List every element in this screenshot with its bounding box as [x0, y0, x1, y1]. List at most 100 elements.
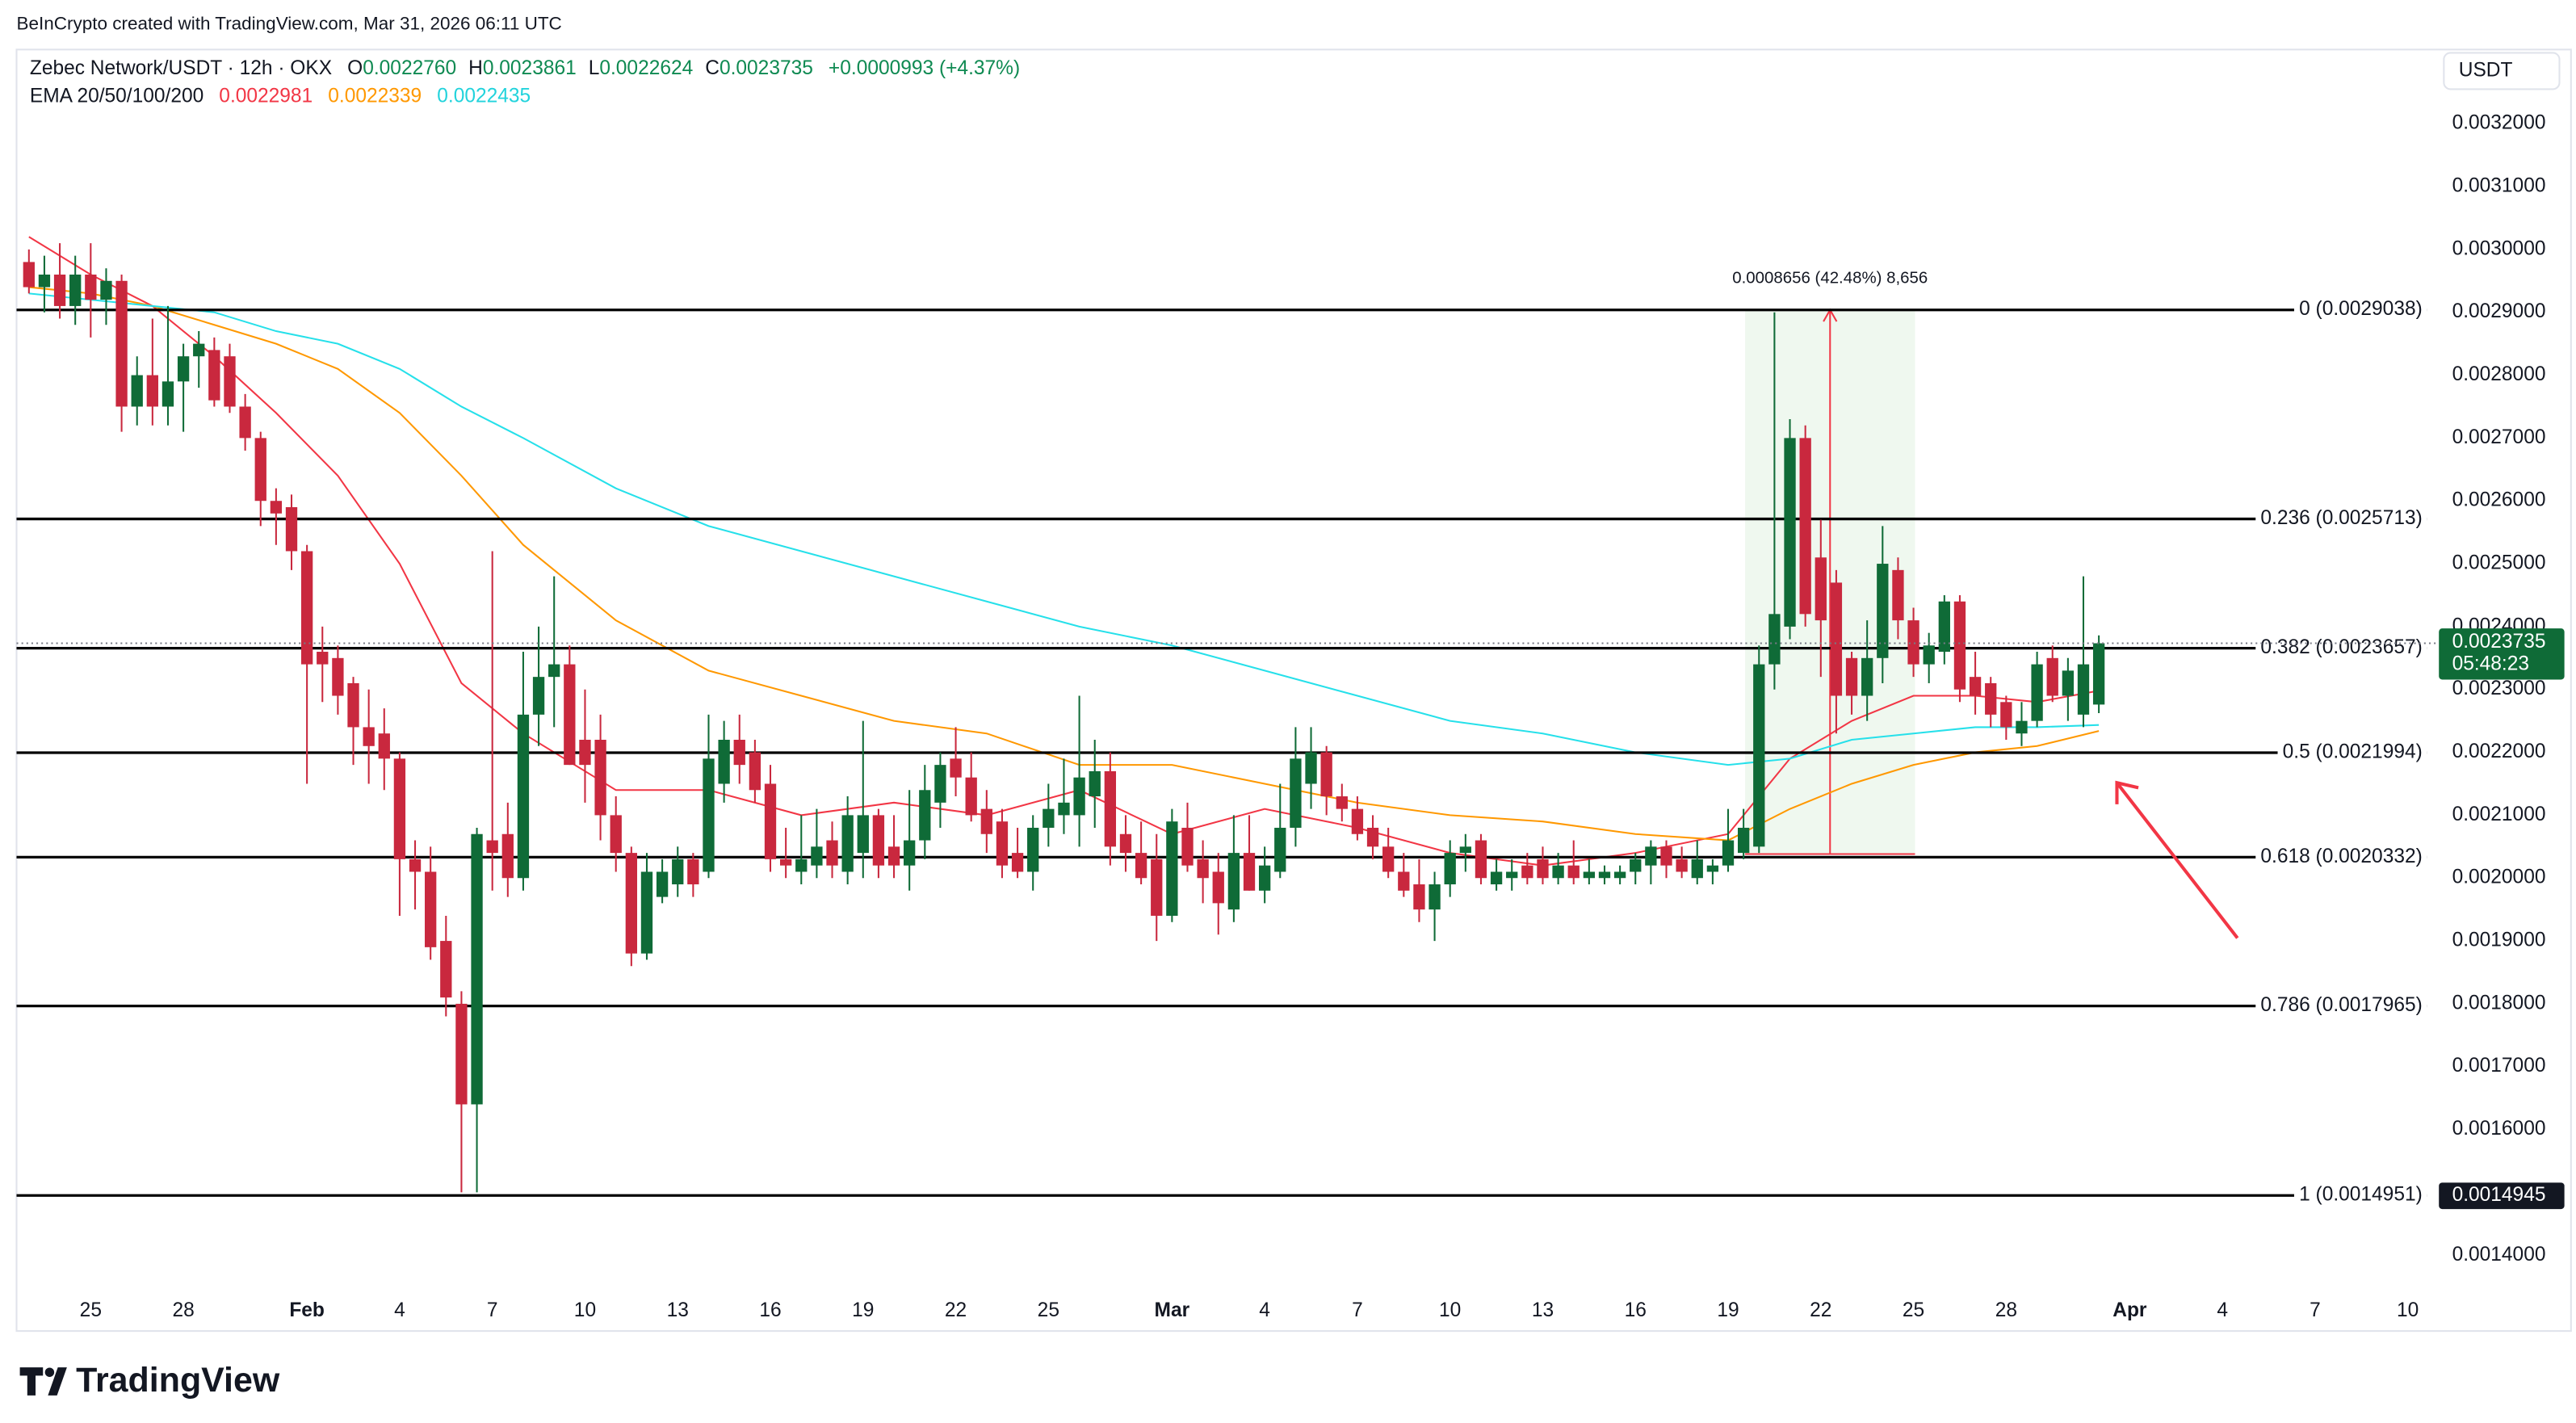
x-tick-label: 4	[2217, 1299, 2228, 1321]
candle-body	[1676, 858, 1688, 872]
candle-body	[1969, 677, 1982, 696]
x-tick-label: 10	[574, 1299, 596, 1321]
candle-body	[347, 682, 359, 728]
arrow-shaft	[2115, 781, 2239, 939]
candle-body	[687, 858, 699, 885]
candle-body	[131, 375, 143, 407]
candle-body	[1892, 569, 1904, 621]
candle-body	[69, 275, 82, 306]
x-tick-label: 13	[1532, 1299, 1554, 1321]
candle-body	[950, 758, 962, 778]
x-tick-label: 16	[759, 1299, 781, 1321]
candle-body	[795, 858, 808, 872]
candle-body	[193, 343, 205, 357]
candle-body	[1691, 858, 1703, 879]
last-price-tag	[2439, 628, 2565, 680]
candle-body	[1583, 871, 1596, 879]
candle-body	[594, 739, 606, 816]
candle-body	[1630, 858, 1642, 872]
candle-body	[85, 275, 97, 300]
candle-body	[1274, 827, 1286, 872]
y-tick-label: 0.0021000	[2452, 804, 2546, 825]
candle-body	[1398, 871, 1410, 891]
candle-body	[501, 833, 514, 879]
candle-body	[1938, 601, 1950, 653]
brand-logo: TradingView	[19, 1361, 280, 1400]
candle-body	[393, 758, 406, 859]
x-tick-label: 25	[80, 1299, 102, 1321]
ohlc-label: H	[468, 57, 483, 79]
arrow-annotation	[2115, 780, 2239, 939]
candle-body	[1243, 853, 1256, 891]
candle-body	[1521, 865, 1533, 879]
candle-body	[1722, 840, 1735, 866]
currency[interactable]: USDT	[2459, 59, 2513, 81]
candle-body	[363, 727, 375, 746]
candle-body	[378, 733, 390, 759]
ohlc-label: C	[705, 57, 720, 79]
ohlc-label: O	[347, 57, 363, 79]
candle-body	[749, 752, 761, 791]
candle-body	[1197, 858, 1209, 879]
x-tick-label: 10	[1439, 1299, 1461, 1321]
candle-body	[2000, 702, 2012, 728]
y-tick-label: 0.0031000	[2452, 175, 2546, 197]
logo-mark	[19, 1367, 44, 1396]
candle-body	[177, 356, 190, 382]
x-tick-label: 16	[1625, 1299, 1647, 1321]
candle-body	[2046, 657, 2058, 696]
ema-line	[28, 292, 2100, 766]
ema-line	[28, 236, 2100, 867]
candle-body	[1320, 752, 1332, 797]
ema-line	[28, 286, 2100, 842]
fib-label-bg	[2255, 845, 2427, 867]
x-tick-label: Mar	[1155, 1299, 1190, 1321]
candle-body	[532, 677, 545, 715]
fib-label: 0 (0.0029038)	[2299, 298, 2423, 320]
y-tick-label: 0.0023000	[2452, 678, 2546, 699]
y-tick-label: 0.0028000	[2452, 363, 2546, 385]
candle-body	[1119, 833, 1132, 854]
y-tick-label: 0.0029000	[2452, 300, 2546, 322]
candle-body	[1058, 802, 1070, 816]
candle-body	[1923, 645, 1935, 665]
candle-body	[38, 275, 51, 288]
candle-body	[733, 739, 745, 766]
candle-body	[23, 262, 35, 288]
x-tick-label: 28	[1995, 1299, 2017, 1321]
legend-line: Zebec Network/USDT · 12h · OKX O0.002276…	[30, 57, 1020, 79]
fib-label-bg	[2277, 741, 2427, 763]
brand: TradingView	[76, 1361, 280, 1400]
y-tick-label: 0.0030000	[2452, 237, 2546, 259]
candle-body	[811, 846, 823, 866]
y-tick-label: 0.0018000	[2452, 992, 2546, 1014]
candle-body	[1459, 846, 1471, 854]
candle-body	[471, 833, 483, 1105]
y-tick-label: 0.0032000	[2452, 112, 2546, 134]
candle-body	[1567, 865, 1580, 879]
countdown: 05:48:23	[2452, 653, 2529, 675]
candle-body	[1953, 601, 1966, 690]
candle-body	[1212, 871, 1224, 904]
currency-button[interactable]	[2443, 52, 2561, 90]
fib-label: 0.786 (0.0017965)	[2260, 994, 2422, 1016]
candle-body	[564, 664, 576, 766]
chart-frame	[15, 48, 2572, 1333]
candle-body	[965, 777, 977, 816]
fib-label: 0.382 (0.0023657)	[2260, 636, 2422, 658]
candle-body	[703, 758, 715, 872]
candle-body	[1166, 821, 1178, 916]
candle-body	[317, 652, 329, 665]
x-tick-label: Apr	[2112, 1299, 2147, 1321]
ohlc-value: 0.0022624	[599, 57, 693, 79]
candle-body	[1151, 858, 1163, 916]
logo-mark	[48, 1367, 67, 1396]
candle-body	[1660, 846, 1672, 866]
x-tick-label: 7	[2310, 1299, 2321, 1321]
x-tick-label: 22	[945, 1299, 967, 1321]
candle-body	[486, 840, 498, 854]
candle-body	[1444, 853, 1456, 885]
measure-label: 0.0008656 (42.48%) 8,656	[1732, 268, 1928, 287]
